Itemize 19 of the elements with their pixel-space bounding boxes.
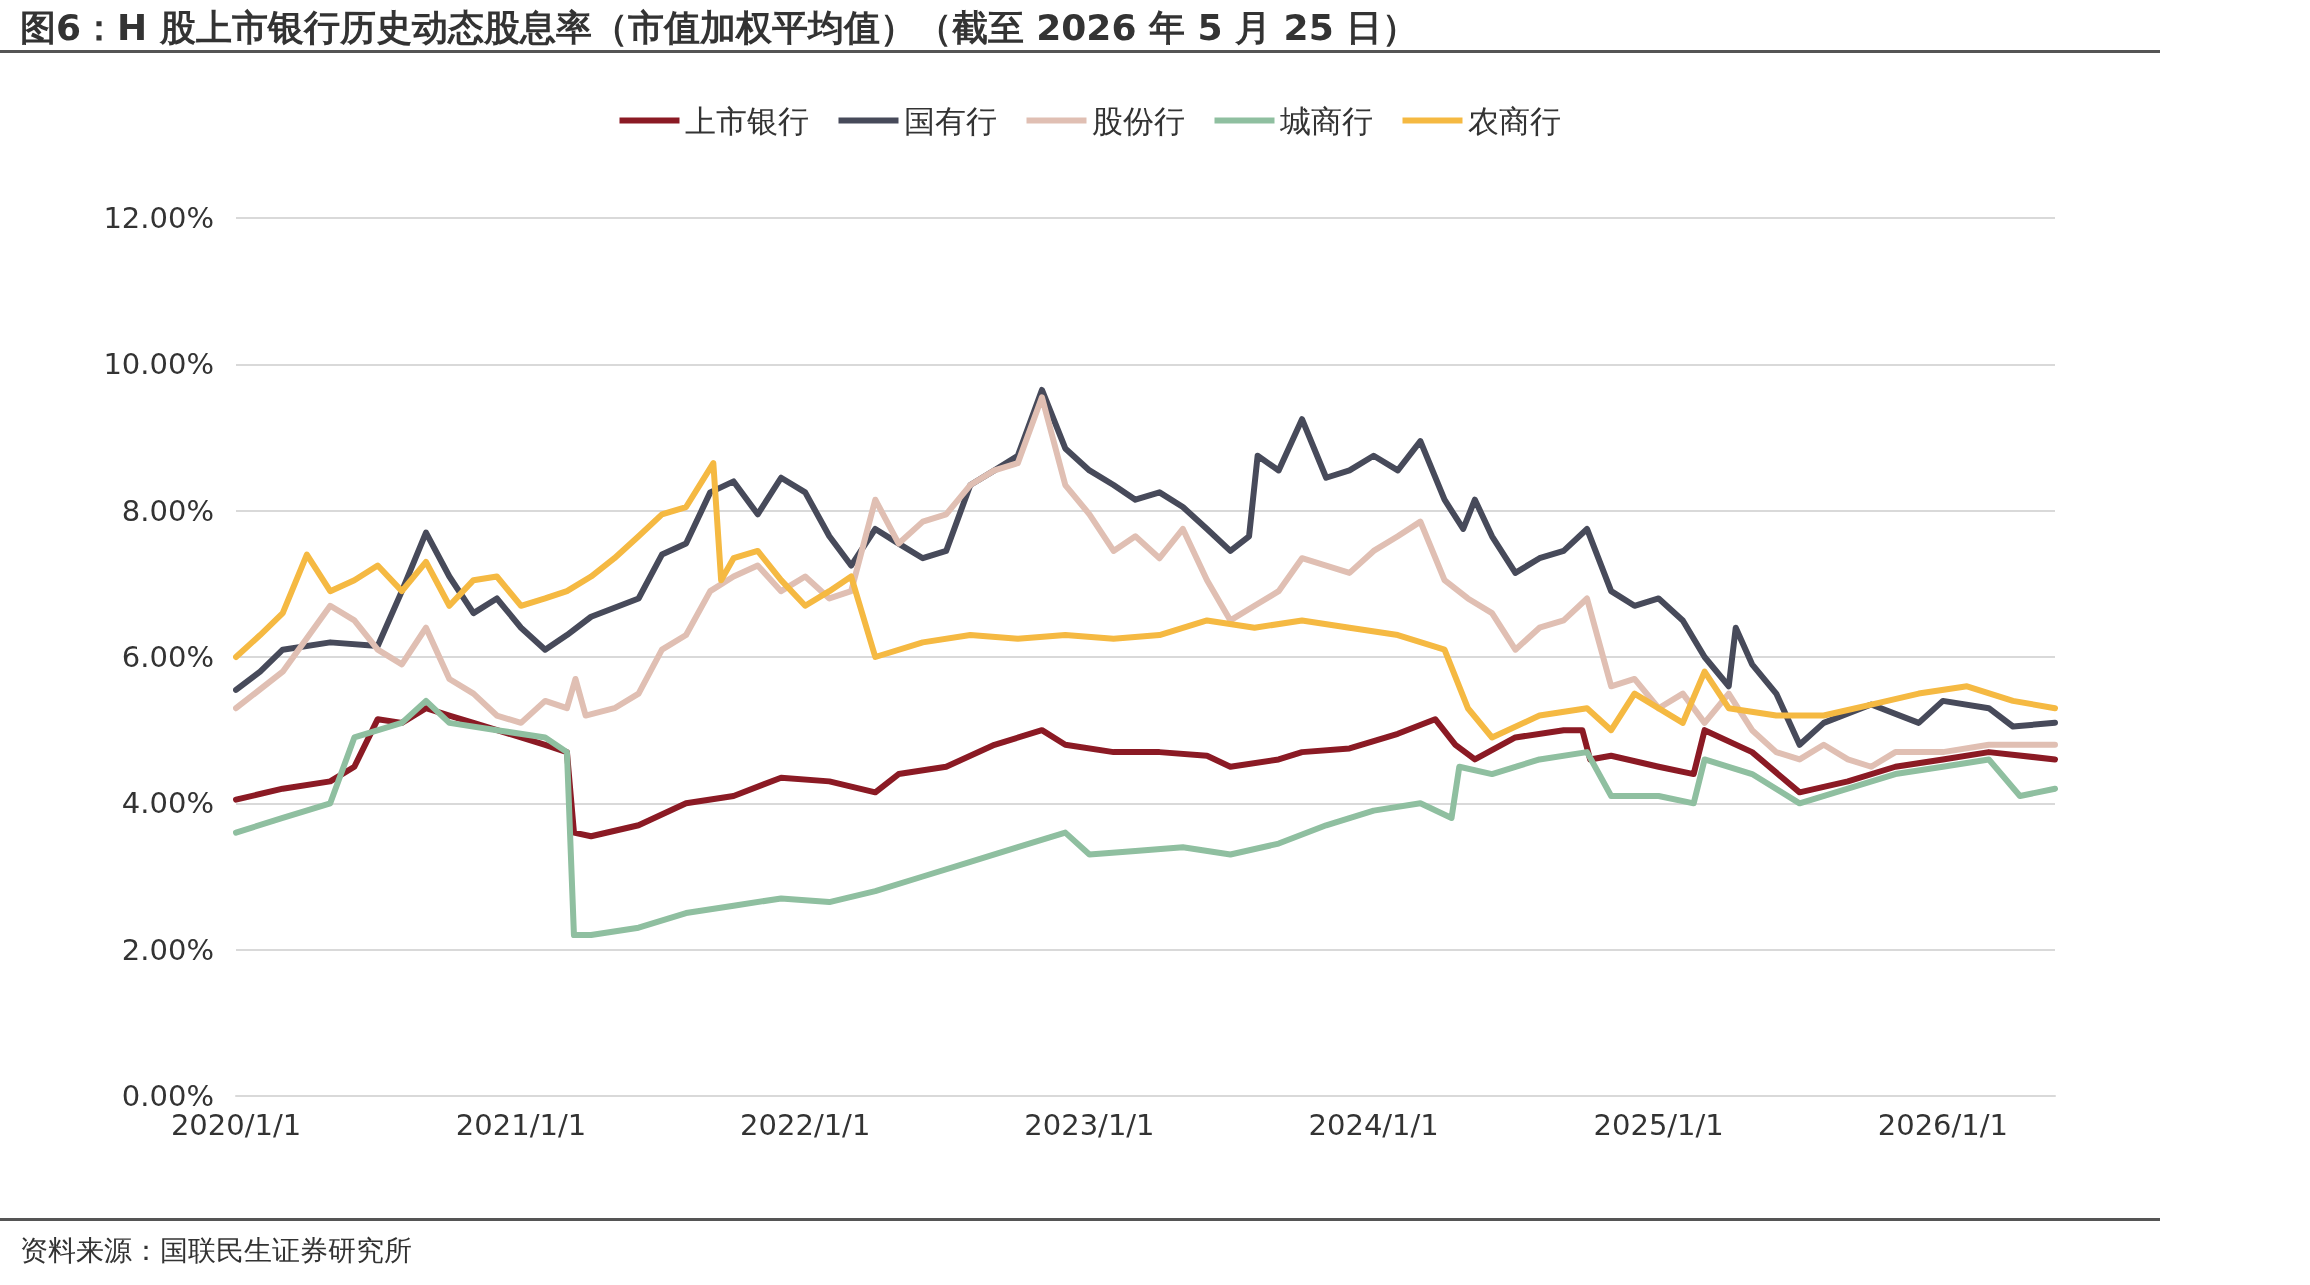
x-tick-label: 2022/1/1 bbox=[740, 1107, 871, 1142]
y-tick-label: 2.00% bbox=[121, 932, 214, 967]
x-tick-label: 2023/1/1 bbox=[1024, 1107, 1155, 1142]
x-tick-label: 2025/1/1 bbox=[1593, 1107, 1724, 1142]
y-tick-label: 10.00% bbox=[103, 347, 214, 382]
legend-label: 农商行 bbox=[1467, 102, 1561, 139]
x-tick-label: 2026/1/1 bbox=[1877, 1107, 2008, 1142]
y-tick-label: 8.00% bbox=[121, 493, 214, 528]
x-tick-label: 2024/1/1 bbox=[1308, 1107, 1439, 1142]
x-tick-label: 2021/1/1 bbox=[455, 1107, 587, 1142]
legend-label: 城商行 bbox=[1278, 102, 1373, 139]
legend-label: 股份行 bbox=[1091, 102, 1185, 139]
y-tick-label: 6.00% bbox=[121, 640, 214, 674]
y-tick-label: 4.00% bbox=[121, 786, 214, 821]
text: 资料来源：国联民生证券研究所 bbox=[20, 1233, 412, 1269]
legend-label: 上市银行 bbox=[684, 102, 809, 139]
y-tick-label: 12.00% bbox=[103, 201, 214, 235]
legend-label: 国有行 bbox=[903, 102, 997, 139]
chart-title: 图6：H 股上市银行历史动态股息率（市值加权平均值）（截至 2026 年 5 月 25 日） bbox=[20, 6, 1419, 50]
